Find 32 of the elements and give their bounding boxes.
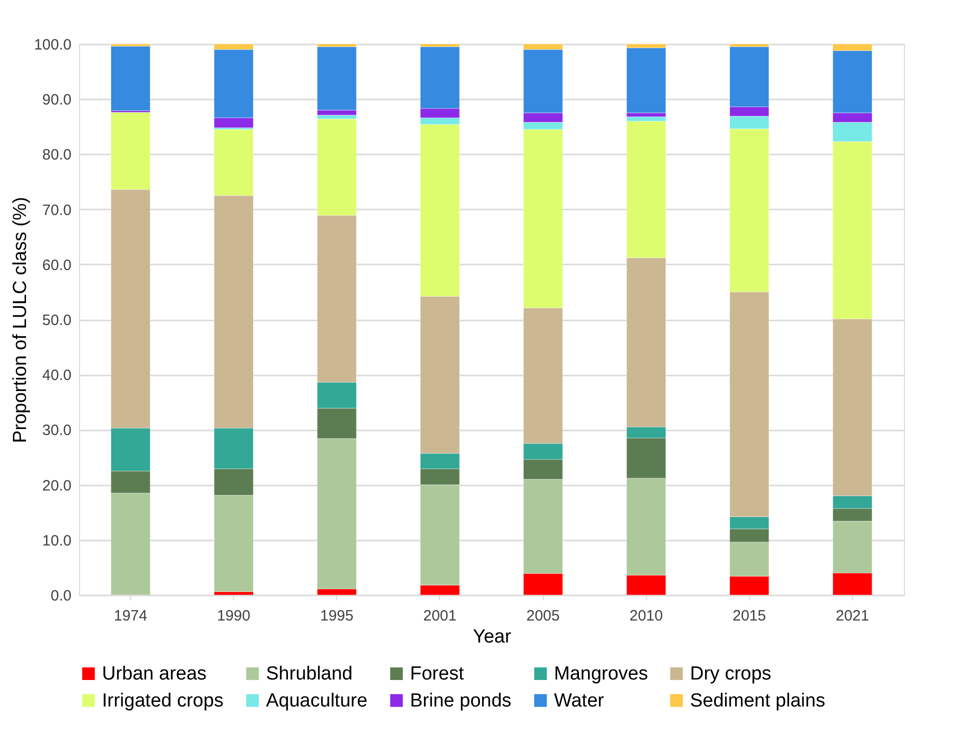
legend-label: Forest [410,664,465,685]
legend-label: Brine ponds [410,690,512,712]
legend-label: Mangroves [554,664,648,685]
legend-label: Shrubland [266,664,353,685]
y-tick-label: 0.0 [50,588,72,604]
y-tick-label: 80.0 [42,146,72,164]
y-axis-title: Proportion of LULC class (%) [10,196,31,444]
x-tick-label: 2021 [836,608,870,624]
legend-label: Irrigated crops [102,690,224,712]
y-tick-label: 30.0 [42,422,72,440]
legend-label: Water [554,690,605,712]
x-tick-label: 1974 [114,608,148,624]
legend-label: Dry crops [690,664,772,685]
x-tick-label: 2010 [630,608,663,624]
x-tick-label: 2001 [423,608,457,624]
y-tick-label: 50.0 [42,312,72,329]
x-tick-label: 2015 [732,608,766,624]
x-axis-title: Year [472,626,512,648]
y-tick-label: 100.0 [34,36,72,54]
legend-label: Urban areas [102,664,207,685]
y-tick-label: 70.0 [42,202,72,219]
y-tick-label: 40.0 [42,367,72,384]
x-tick-label: 1990 [217,608,250,624]
bar [626,48,666,114]
y-tick-label: 20.0 [42,477,72,494]
legend-label: Aquaculture [266,690,368,712]
x-tick-label: 1995 [320,608,354,624]
y-tick-label: 90.0 [42,92,72,109]
legend-label: Sediment plains [690,690,826,712]
y-tick-label: 60.0 [42,256,72,274]
x-tick-label: 2005 [526,608,560,624]
y-tick-label: 10.0 [42,532,72,550]
